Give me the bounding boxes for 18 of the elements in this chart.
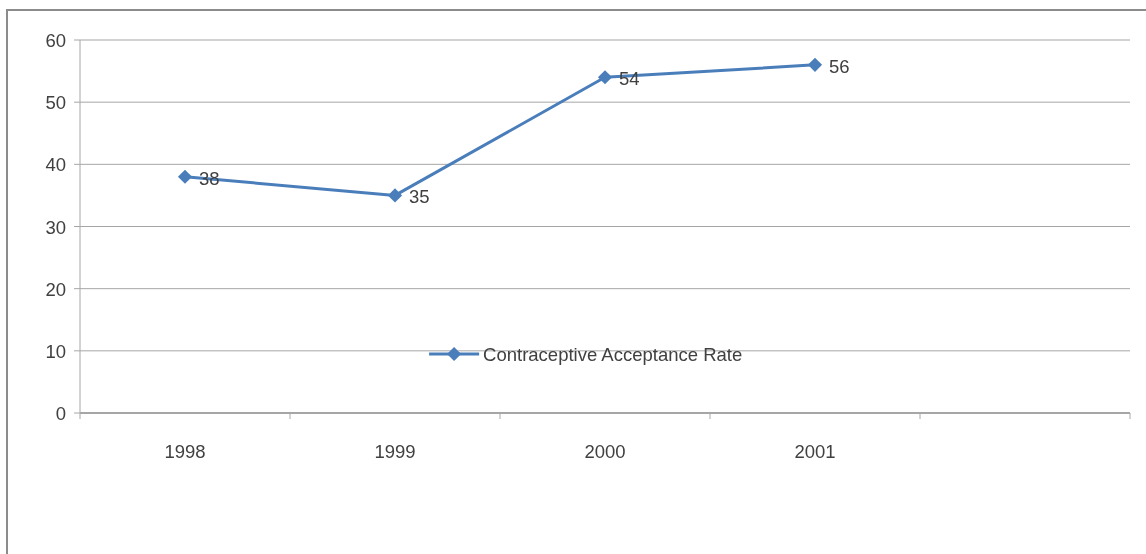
legend-label: Contraceptive Acceptance Rate [483,344,743,365]
y-tick-label: 0 [55,403,66,424]
y-tick-label: 60 [45,30,66,51]
data-label: 56 [829,55,850,77]
point [177,169,193,184]
y-tick-label: 20 [45,278,66,300]
x-tick-label: 1999 [374,441,416,462]
x-tick-label: 2001 [794,441,836,462]
point [597,70,613,85]
y-tick-label: 40 [45,154,66,176]
y-tick-label: 30 [45,216,66,238]
point [387,188,403,203]
data-label: 35 [409,186,430,208]
x-tick-label: 1998 [164,441,206,462]
y-tick-label: 50 [45,92,66,114]
point [807,57,823,72]
y-tick-label: 10 [45,340,66,362]
x-tick-label: 2000 [584,441,626,462]
